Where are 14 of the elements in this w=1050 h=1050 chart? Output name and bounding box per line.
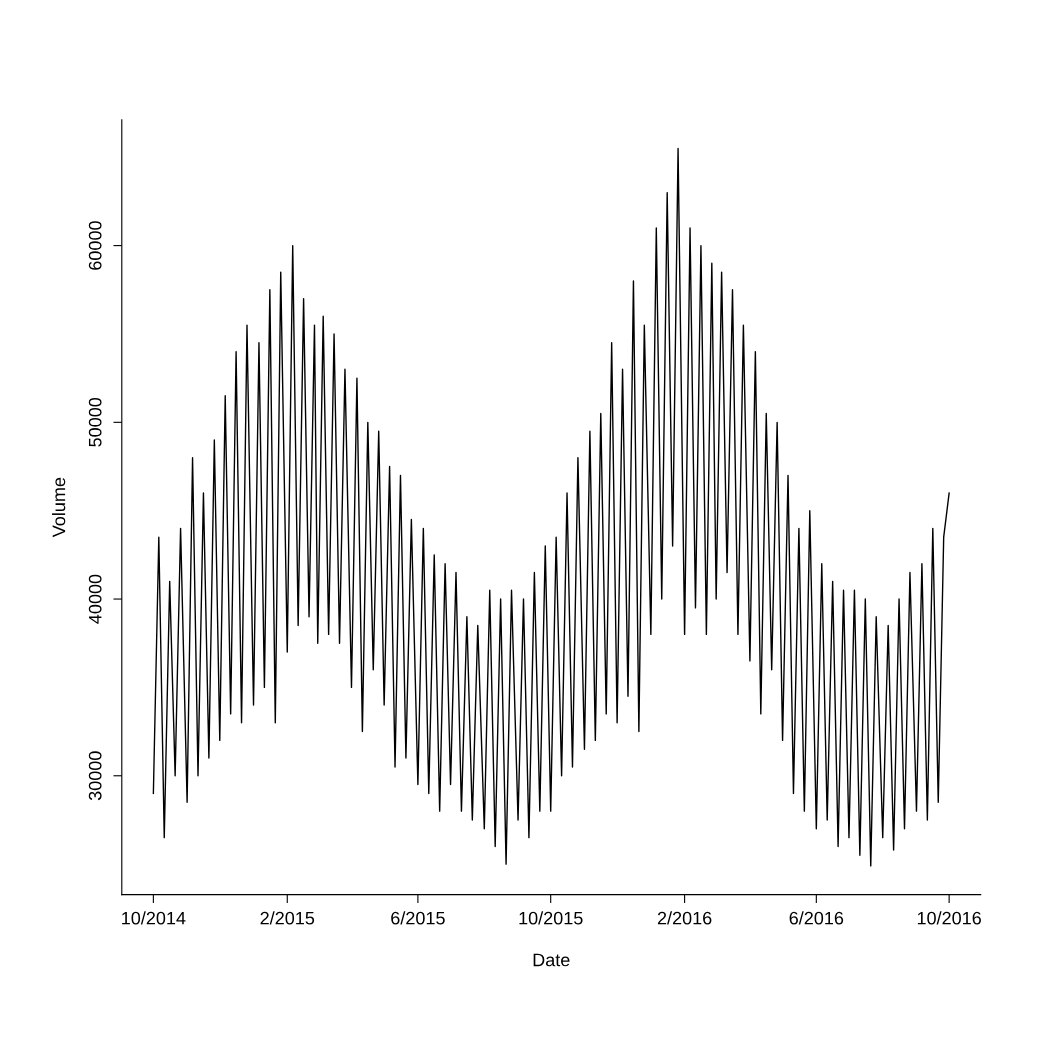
y-tick-label: 40000	[88, 574, 102, 624]
x-tick-label: 10/2015	[519, 911, 583, 925]
y-tick-label: 30000	[88, 751, 102, 801]
x-tick-label: 10/2016	[917, 911, 981, 925]
y-tick-label: 60000	[88, 221, 102, 270]
x-axis-title: Date	[533, 953, 570, 967]
x-tick-label: 10/2014	[122, 911, 186, 925]
x-tick-label: 2/2015	[260, 911, 315, 925]
x-tick-label: 2/2016	[657, 911, 712, 925]
x-tick-label: 6/2015	[391, 911, 445, 925]
line-series	[152, 147, 950, 867]
x-tick-label: 6/2016	[789, 911, 844, 925]
y-tick-label: 50000	[88, 397, 102, 447]
y-axis-title: Volume	[52, 477, 66, 538]
